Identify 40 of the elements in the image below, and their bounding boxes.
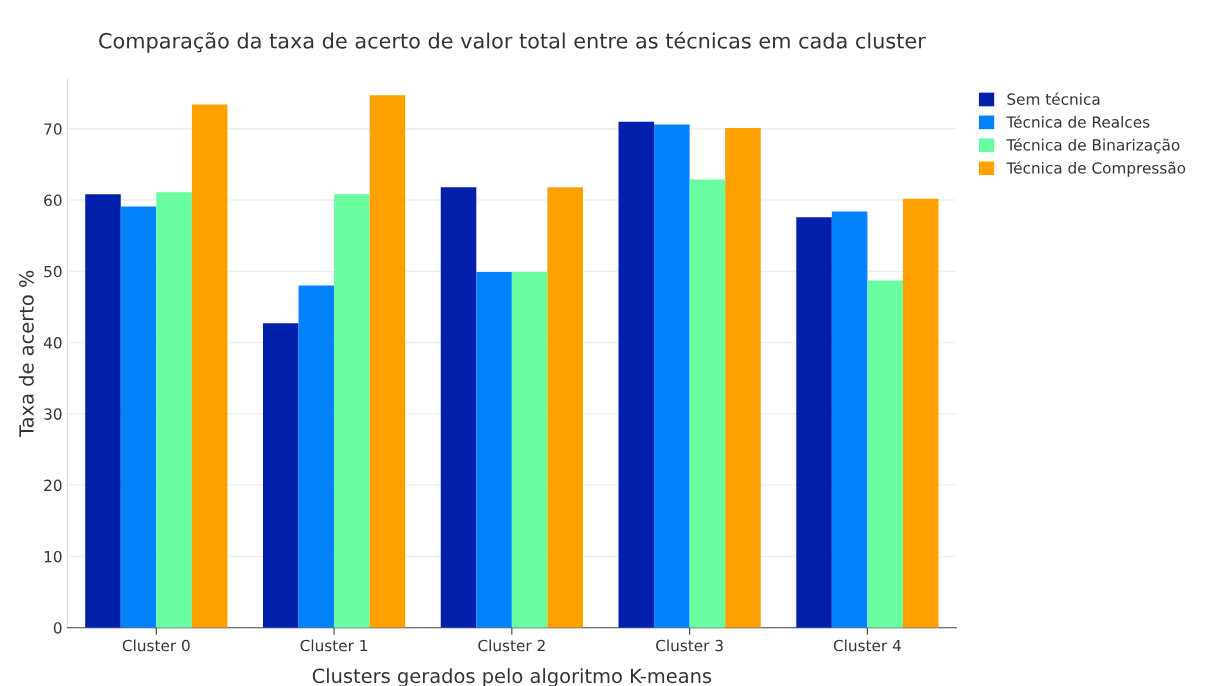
y-tick-label: 20 [44, 479, 62, 492]
bar [476, 272, 512, 628]
y-tick-label: 50 [44, 265, 62, 278]
bar [796, 217, 832, 628]
bar [902, 198, 939, 628]
x-tick-label: Cluster 2 [478, 639, 545, 652]
bar [867, 280, 903, 628]
bar [654, 124, 690, 628]
bar [831, 211, 868, 628]
y-tick-label: 0 [53, 622, 62, 634]
bar [156, 192, 192, 628]
x-tick-label: Cluster 1 [300, 639, 368, 652]
y-tick-label: 40 [43, 337, 62, 349]
y-tick-label: 60 [44, 194, 62, 207]
legend-label: Técnica de Compressão [1006, 161, 1186, 177]
legend-label: Técnica de Binarização [1006, 138, 1180, 154]
bar [689, 179, 726, 628]
bar [120, 206, 157, 628]
x-axis-title: Clusters gerados pelo algoritmo K-means [312, 668, 712, 686]
legend-label: Técnica de Realces [1006, 115, 1150, 128]
bar [298, 285, 335, 628]
x-tick-label: Cluster 3 [656, 639, 723, 652]
y-tick-label: 70 [44, 123, 62, 135]
bar [369, 95, 406, 628]
y-tick-label: 10 [44, 550, 62, 563]
y-tick-label: 30 [44, 408, 62, 420]
bar [85, 194, 121, 628]
bar [191, 104, 228, 628]
bar [440, 187, 477, 628]
y-axis-title: Taxa de acerto % [18, 270, 34, 438]
bar [334, 194, 370, 628]
bar [262, 323, 299, 628]
bar [618, 121, 655, 628]
x-tick-label: Cluster 4 [833, 639, 901, 652]
chart-title: Comparação da taxa de acerto de valor total entre as técnicas em cada cluster [99, 31, 926, 53]
legend-label: Sem técnica [1007, 92, 1100, 105]
bar [511, 272, 548, 628]
bar [547, 187, 583, 628]
x-tick-label: Cluster 0 [122, 639, 190, 652]
bar [725, 128, 761, 628]
